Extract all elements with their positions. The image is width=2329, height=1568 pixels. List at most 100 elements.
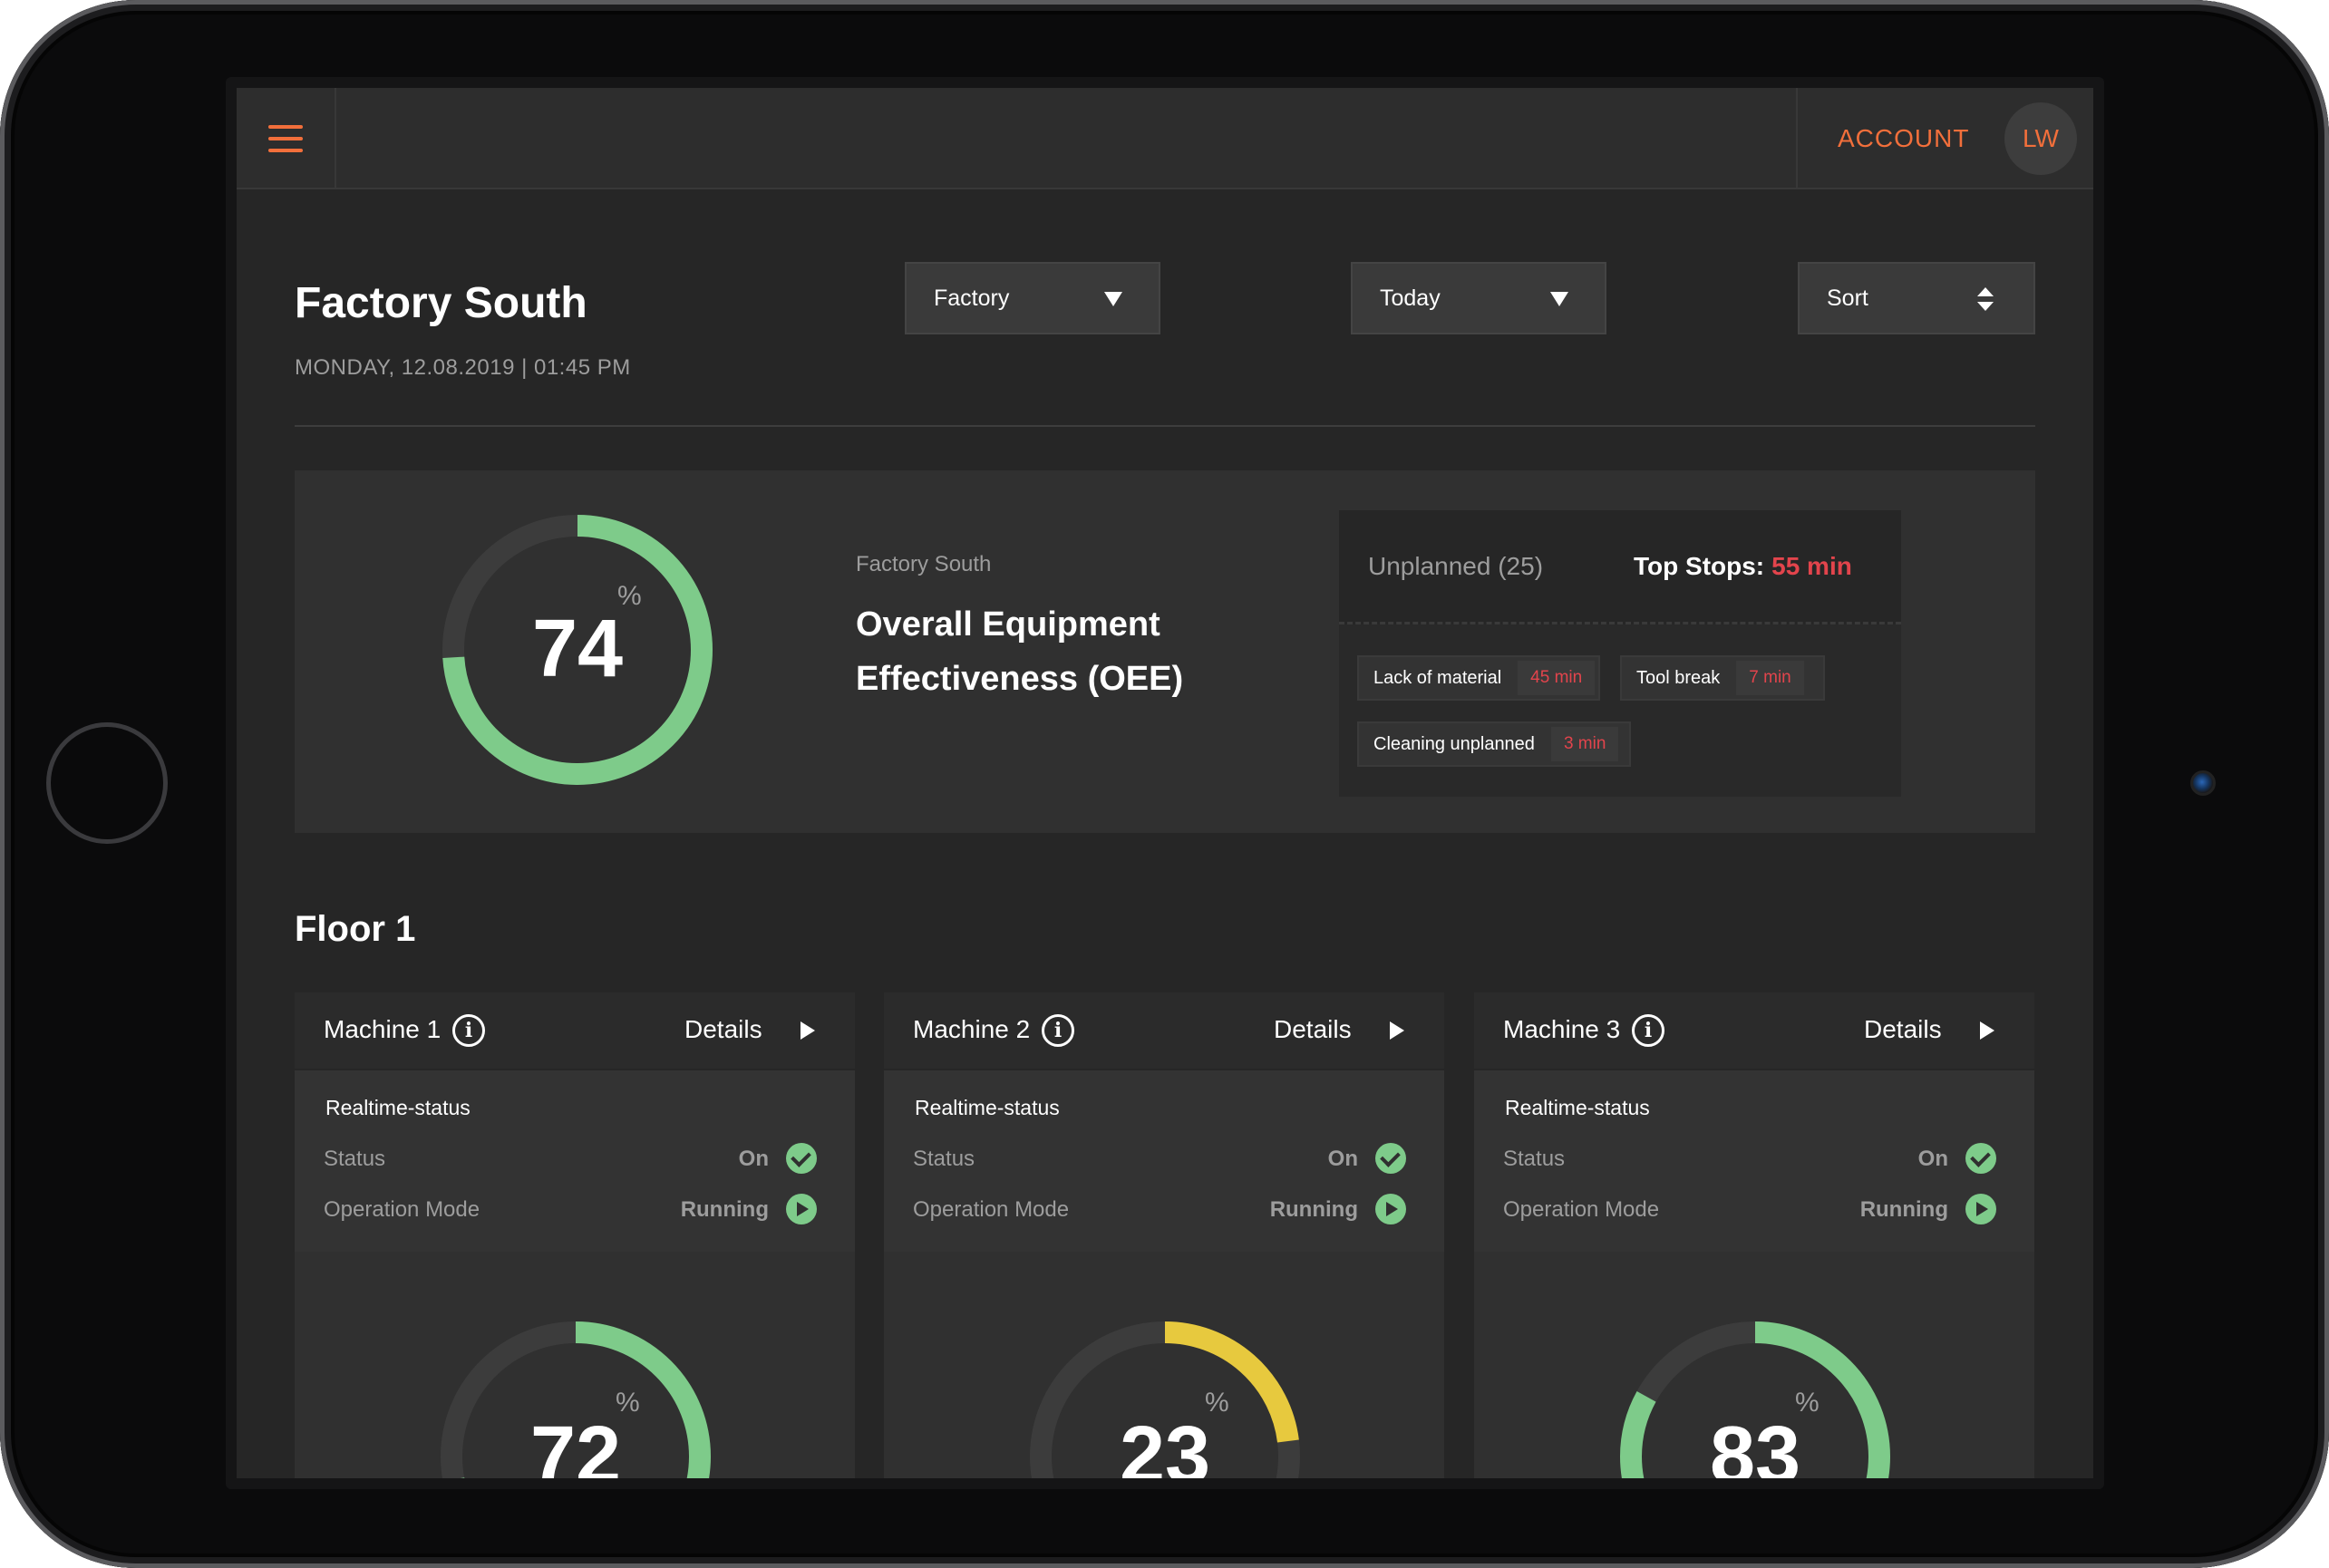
sort-dropdown[interactable]: Sort	[1798, 262, 2035, 334]
stops-header: Unplanned (25) Top Stops: 55 min	[1339, 510, 1901, 624]
machine-gauge: 83 %	[1619, 1321, 1891, 1478]
stop-chip-label: Lack of material	[1373, 667, 1502, 688]
stop-chip-label: Tool break	[1636, 667, 1721, 688]
realtime-status-label: Realtime-status	[915, 1096, 1060, 1119]
top-stops-value: 55 min	[1771, 552, 1852, 580]
caret-down-icon	[1550, 292, 1568, 306]
hamburger-menu-button[interactable]	[237, 88, 336, 189]
top-stops: Top Stops: 55 min	[1634, 552, 1852, 581]
machine-gauge-value: 72	[529, 1410, 622, 1478]
machine-gauge-value: 23	[1119, 1410, 1211, 1478]
stop-chip-value: 45 min	[1518, 661, 1596, 695]
operation-mode-label: Operation Mode	[324, 1197, 480, 1222]
check-circle-icon	[1375, 1143, 1406, 1174]
top-bar: ACCOUNT LW	[237, 88, 2093, 189]
period-dropdown-label: Today	[1380, 285, 1441, 311]
status-label: Status	[1503, 1147, 1566, 1171]
machine-name: Machine 1	[324, 1015, 442, 1043]
machine-gauge-arc	[441, 1321, 711, 1478]
machine-card: Machine 2 i Details Realtime-status Stat…	[884, 992, 1444, 1478]
machine-name: Machine 2	[913, 1015, 1031, 1043]
period-dropdown[interactable]: Today	[1351, 262, 1606, 334]
top-stops-label: Top Stops:	[1634, 552, 1765, 580]
machine-gauge: 23 %	[1029, 1321, 1301, 1478]
status-value: On	[1327, 1147, 1358, 1171]
stop-chip-label: Cleaning unplanned	[1373, 733, 1535, 754]
oee-gauge-value: 74	[531, 604, 624, 694]
page-title: Factory South	[295, 279, 587, 327]
oee-gauge-arc	[442, 515, 713, 785]
oee-gauge-unit: %	[617, 581, 642, 611]
play-arrow-icon[interactable]	[1390, 1021, 1404, 1040]
realtime-status-panel: Realtime-status Status On Operation Mode…	[1474, 1070, 2034, 1252]
sort-updown-icon	[1977, 287, 1994, 311]
machine-card: Machine 3 i Details Realtime-status Stat…	[1474, 992, 2034, 1478]
status-label: Status	[324, 1147, 386, 1171]
stop-chip[interactable]: Tool break 7 min	[1620, 655, 1825, 701]
details-link[interactable]: Details	[684, 1015, 762, 1043]
realtime-status-panel: Realtime-status Status On Operation Mode…	[884, 1070, 1444, 1252]
oee-summary-panel: 74 % Factory South Overall Equipment Eff…	[295, 470, 2035, 833]
home-button	[46, 722, 168, 844]
unplanned-count: Unplanned (25)	[1368, 552, 1544, 580]
operation-mode-value: Running	[1269, 1197, 1358, 1222]
sort-dropdown-label: Sort	[1827, 285, 1868, 311]
machine-gauge-ring	[441, 1321, 711, 1478]
app-screen: ACCOUNT LW Factory South MONDAY, 12.08.2…	[237, 88, 2093, 1478]
stop-chip-value: 7 min	[1736, 661, 1804, 695]
stop-chip-value: 3 min	[1550, 727, 1619, 761]
machine-card-header: Machine 3 i Details	[1474, 992, 2034, 1070]
oee-gauge-ring	[442, 515, 713, 785]
play-circle-icon	[1965, 1194, 1996, 1224]
info-icon[interactable]: i	[1042, 1014, 1074, 1047]
account-area[interactable]: ACCOUNT LW	[1796, 88, 2093, 189]
details-link[interactable]: Details	[1274, 1015, 1352, 1043]
page-datetime: MONDAY, 12.08.2019 | 01:45 PM	[295, 355, 631, 380]
header-divider	[295, 425, 2035, 427]
info-icon[interactable]: i	[452, 1014, 485, 1047]
machine-name: Machine 3	[1503, 1015, 1621, 1043]
status-value: On	[738, 1147, 769, 1171]
machine-card-header: Machine 2 i Details	[884, 992, 1444, 1070]
factory-dropdown[interactable]: Factory	[905, 262, 1160, 334]
machine-card-header: Machine 1 i Details	[295, 992, 855, 1070]
avatar[interactable]: LW	[2004, 102, 2077, 175]
oee-title: Overall Equipment Effectiveness (OEE)	[856, 605, 1184, 698]
machine-gauge: 72 %	[440, 1321, 712, 1478]
stop-chip[interactable]: Lack of material 45 min	[1357, 655, 1600, 701]
status-label: Status	[913, 1147, 975, 1171]
play-arrow-icon[interactable]	[1980, 1021, 1994, 1040]
machine-gauge-ring	[1030, 1321, 1300, 1478]
play-arrow-icon[interactable]	[801, 1021, 815, 1040]
caret-down-icon	[1104, 292, 1122, 306]
realtime-status-panel: Realtime-status Status On Operation Mode…	[295, 1070, 855, 1252]
machine-gauge-ring	[1620, 1321, 1890, 1478]
realtime-status-label: Realtime-status	[1505, 1096, 1650, 1119]
machine-gauge-arc	[1030, 1321, 1300, 1478]
operation-mode-label: Operation Mode	[913, 1197, 1070, 1222]
details-link[interactable]: Details	[1864, 1015, 1942, 1043]
realtime-status-label: Realtime-status	[325, 1096, 471, 1119]
stops-card: Unplanned (25) Top Stops: 55 min Lack of …	[1339, 510, 1901, 797]
machine-gauge-arc	[1620, 1321, 1890, 1478]
operation-mode-value: Running	[1859, 1197, 1948, 1222]
oee-subtitle: Factory South	[856, 552, 992, 576]
check-circle-icon	[1965, 1143, 1996, 1174]
floor-title: Floor 1	[295, 909, 416, 949]
check-circle-icon	[786, 1143, 817, 1174]
oee-gauge: 74 %	[442, 514, 713, 786]
play-circle-icon	[1375, 1194, 1406, 1224]
factory-dropdown-label: Factory	[934, 285, 1010, 311]
machine-gauge-unit: %	[1205, 1388, 1229, 1418]
operation-mode-label: Operation Mode	[1503, 1197, 1660, 1222]
status-value: On	[1917, 1147, 1948, 1171]
machine-gauge-value: 83	[1709, 1410, 1801, 1478]
stop-chip[interactable]: Cleaning unplanned 3 min	[1357, 721, 1631, 767]
machine-gauge-unit: %	[616, 1388, 640, 1418]
play-circle-icon	[786, 1194, 817, 1224]
hamburger-menu-icon	[268, 125, 303, 152]
machine-gauge-unit: %	[1795, 1388, 1820, 1418]
info-icon[interactable]: i	[1632, 1014, 1664, 1047]
account-link[interactable]: ACCOUNT	[1838, 124, 1970, 152]
